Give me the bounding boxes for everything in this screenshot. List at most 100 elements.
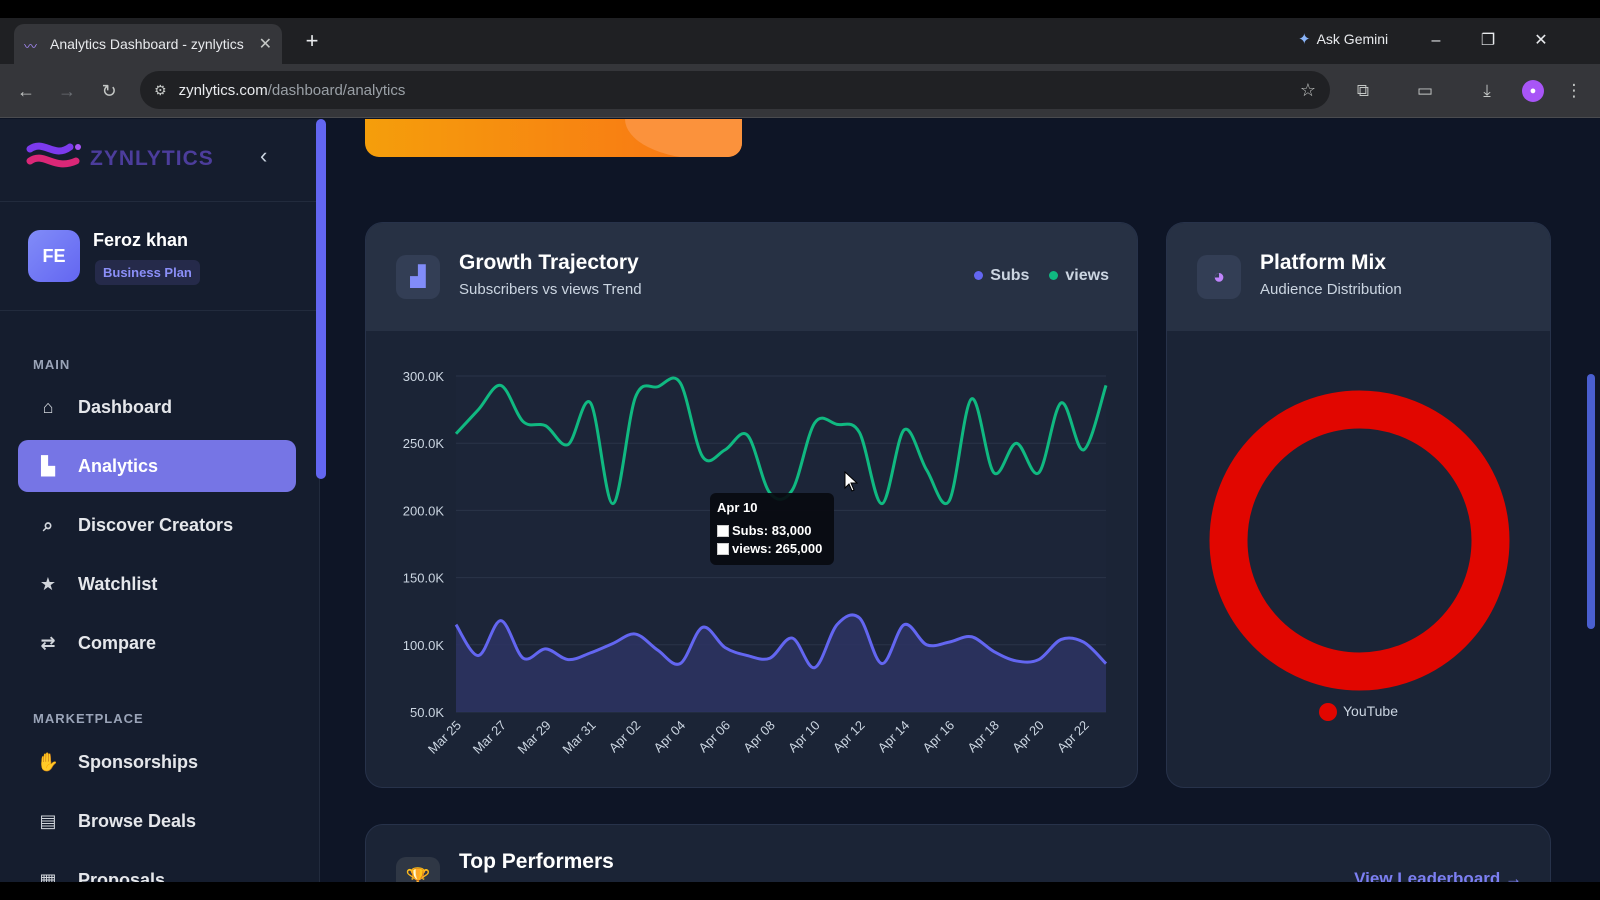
collapse-sidebar-icon[interactable]: ‹: [260, 143, 268, 168]
y-tick-label: 300.0K: [403, 369, 445, 384]
sidebar-item-label: Watchlist: [78, 573, 158, 594]
sidebar-item-browse-deals[interactable]: ▤ Browse Deals: [18, 795, 296, 847]
x-tick-label: Apr 18: [964, 718, 1002, 756]
card-title: Top Performers: [459, 850, 614, 873]
x-tick-label: Apr 16: [920, 718, 958, 756]
download-icon[interactable]: ⤓: [1483, 81, 1491, 100]
x-tick-label: Mar 27: [470, 718, 509, 757]
profile-avatar-icon[interactable]: ●: [1522, 80, 1544, 102]
x-tick-label: Apr 12: [830, 718, 868, 756]
sidebar-item-proposals[interactable]: ▦ Proposals: [18, 854, 296, 883]
tab-title: Analytics Dashboard - zynlytics: [50, 36, 244, 52]
user-profile[interactable]: FE Feroz khan Business Plan: [0, 201, 316, 311]
donut-legend: YouTube: [1167, 703, 1550, 722]
home-icon: ⌂: [42, 396, 54, 417]
pie-chart-icon: ◕: [1197, 255, 1241, 299]
plan-badge: Business Plan: [95, 260, 200, 285]
user-name: Feroz khan: [93, 230, 189, 250]
tooltip-date: Apr 10: [717, 500, 758, 515]
star-icon: ★: [39, 573, 57, 594]
sidebar-item-compare[interactable]: ⇄ Compare: [18, 617, 296, 669]
tooltip-swatch: [717, 542, 729, 555]
legend-dot-youtube: [1318, 703, 1337, 722]
area-chart-icon: ▟: [396, 255, 440, 299]
bookmark-star-icon[interactable]: ☆: [1299, 79, 1316, 100]
view-leaderboard-link[interactable]: View Leaderboard →: [1354, 869, 1522, 882]
document-icon: ▦: [39, 869, 57, 883]
y-tick-label: 100.0K: [403, 638, 445, 653]
y-tick-label: 150.0K: [403, 571, 445, 586]
sidebar-item-sponsorships[interactable]: ✋ Sponsorships: [18, 736, 296, 788]
browser-tab[interactable]: 〰 Analytics Dashboard - zynlytics ✕: [14, 24, 282, 64]
chart-legend: Subs views: [974, 267, 1109, 285]
brand-name: ZYNLYTICS: [90, 147, 214, 170]
close-tab-icon[interactable]: ✕: [258, 36, 272, 53]
tooltip-row-subs: Subs: 83,000: [717, 523, 827, 538]
x-tick-label: Apr 02: [606, 718, 644, 756]
x-tick-label: Apr 20: [1009, 718, 1047, 756]
section-title-marketplace: MARKETPLACE: [33, 711, 144, 726]
cast-icon[interactable]: ▭: [1416, 81, 1434, 100]
tooltip-views-text: views: 265,000: [732, 541, 823, 556]
y-tick-label: 200.0K: [403, 503, 445, 518]
legend-label: Subs: [990, 267, 1030, 284]
ask-gemini-label: Ask Gemini: [1316, 31, 1389, 47]
donut-slice-youtube: [1209, 390, 1510, 691]
store-icon: ▤: [39, 810, 57, 831]
logo-mark-icon: [26, 142, 81, 168]
sidebar-item-label: Sponsorships: [78, 751, 199, 772]
back-arrow-icon[interactable]: ←: [17, 81, 35, 101]
legend-item-views[interactable]: views: [1049, 267, 1109, 285]
forward-arrow-icon[interactable]: →: [58, 81, 76, 101]
series-area-subs: [456, 614, 1106, 712]
card-title: Platform Mix: [1260, 251, 1387, 274]
card-subtitle: Subscribers vs views Trend: [459, 281, 642, 298]
sidebar-item-analytics[interactable]: ▙ Analytics: [18, 440, 296, 492]
sidebar-scrollbar[interactable]: [316, 119, 326, 479]
address-bar[interactable]: ⚙ zynlytics.com /dashboard/analytics ☆: [140, 71, 1330, 109]
extensions-icon[interactable]: ⧉: [1356, 81, 1370, 100]
x-tick-label: Mar 31: [559, 718, 598, 757]
legend-dot: [974, 271, 984, 281]
sidebar-item-label: Dashboard: [78, 396, 173, 417]
page-scrollbar[interactable]: [1587, 374, 1595, 629]
x-tick-label: Apr 14: [875, 718, 913, 756]
sidebar-item-label: Proposals: [78, 869, 166, 883]
bar-chart-icon: ▙: [41, 455, 55, 476]
mouse-cursor-icon: [844, 471, 859, 492]
site-settings-icon[interactable]: ⚙: [154, 81, 167, 98]
ask-gemini-button[interactable]: ✦ Ask Gemini: [1298, 30, 1388, 48]
card-header: [366, 223, 1137, 331]
url-path: /dashboard/analytics: [267, 81, 406, 99]
x-tick-label: Mar 25: [425, 718, 464, 757]
new-tab-button[interactable]: +: [305, 28, 319, 53]
legend-label: views: [1065, 267, 1109, 284]
x-tick-label: Apr 04: [651, 718, 689, 756]
sidebar-item-label: Browse Deals: [78, 810, 197, 831]
card-subtitle: Audience Distribution: [1260, 281, 1402, 298]
sidebar-item-discover-creators[interactable]: ⌕ Discover Creators: [18, 499, 296, 551]
menu-kebab-icon[interactable]: ⋮: [1565, 81, 1583, 100]
sidebar-item-dashboard[interactable]: ⌂ Dashboard: [18, 381, 296, 433]
minimize-icon[interactable]: –: [1431, 32, 1441, 49]
reload-icon[interactable]: ↻: [101, 81, 117, 101]
sidebar-item-label: Analytics: [78, 455, 159, 476]
sidebar-item-label: Discover Creators: [78, 514, 234, 535]
series-line-subs: [454, 613, 1108, 670]
handshake-icon: ✋: [36, 751, 60, 772]
sidebar-item-watchlist[interactable]: ★ Watchlist: [18, 558, 296, 610]
y-tick-label: 250.0K: [403, 436, 445, 451]
y-tick-label: 50.0K: [410, 705, 444, 720]
close-window-icon[interactable]: ✕: [1534, 32, 1548, 49]
stat-banner-card: [365, 119, 742, 157]
x-tick-label: Apr 08: [740, 718, 778, 756]
compare-icon: ⇄: [40, 632, 56, 653]
platform-donut-chart[interactable]: [1207, 388, 1512, 693]
legend-dot: [1049, 271, 1059, 281]
tooltip-subs-text: Subs: 83,000: [732, 523, 812, 538]
legend-item-subs[interactable]: Subs: [974, 267, 1029, 285]
restore-icon[interactable]: ❐: [1480, 32, 1496, 49]
tooltip-row-views: views: 265,000: [717, 541, 827, 556]
chart-tooltip: Apr 10 Subs: 83,000 views: 265,000: [710, 493, 834, 565]
user-avatar: FE: [28, 230, 80, 282]
